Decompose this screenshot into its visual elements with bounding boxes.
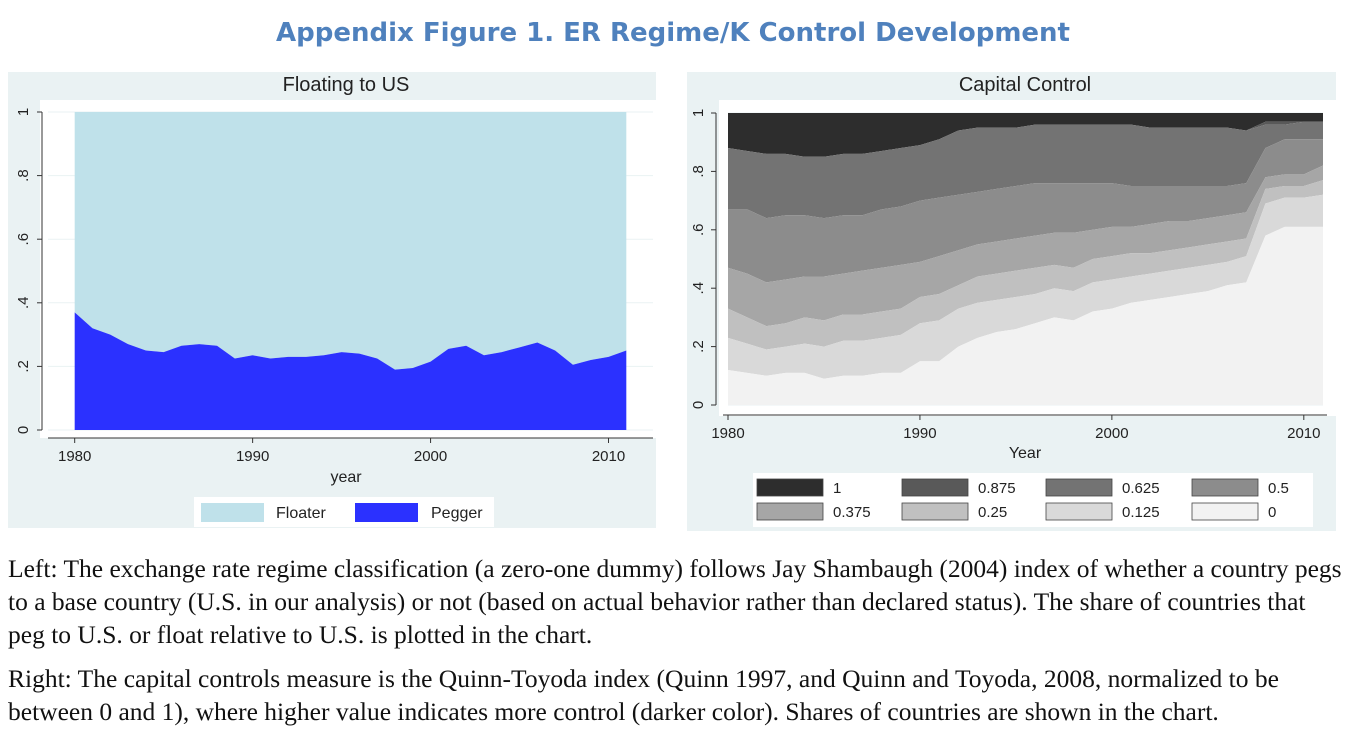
right-legend-swatch-0 [1191,502,1259,521]
left-x-axis-label: year [330,469,362,486]
right-legend-label-0-25: 0.25 [978,504,1007,521]
right-legend-swatch-0-625 [1045,478,1113,497]
left-x-tick-label: 1990 [236,448,269,465]
right-legend-swatch-0-125 [1045,502,1113,521]
band-0-125 [728,194,1323,379]
right-x-tick-label: 1990 [903,425,936,442]
left-y-tick-label: .6 [15,233,32,246]
right-x-axis-label: Year [1009,445,1042,462]
right-chart-title: Capital Control [959,74,1091,96]
right-y-tick-label: .2 [690,340,707,353]
left-x-tick-label: 1980 [58,448,91,465]
right-legend-label-0-875: 0.875 [978,480,1016,497]
right-y-tick-label: .6 [690,224,707,237]
floating-chart: Floating to US 0 .2 .4 .6 .8 1 1980 1990 2000 201… [8,72,656,528]
right-x-tick-label: 2000 [1095,425,1128,442]
right-x-tick-label: 2010 [1287,425,1320,442]
left-legend-swatch-pegger [355,503,418,522]
figure-title: Appendix Figure 1. ER Regime/K Control D… [276,18,1070,48]
left-y-tick-label: .2 [15,360,32,373]
band-0-25 [728,180,1323,350]
pegger-area [74,312,627,430]
left-y-tick-label: .8 [15,169,32,182]
right-legend-label-1: 1 [833,480,841,497]
band-0 [728,226,1323,405]
left-y-tick-label: .4 [15,297,32,310]
right-legend-label-0-5: 0.5 [1268,480,1289,497]
left-x-tick-label: 2000 [414,448,447,465]
left-legend-swatch-floater [201,503,264,522]
right-legend-label-0-375: 0.375 [833,504,871,521]
left-chart-title: Floating to US [283,74,410,96]
left-legend-label-floater: Floater [276,505,326,522]
right-legend-swatch-0-375 [756,502,824,521]
band-0-375 [728,165,1323,327]
band-1 [728,113,1323,157]
right-x-tick-label: 1980 [711,425,744,442]
right-chart-panel: Capital Control 0 .2 .4 .6 .8 1 1980 1990 2000 20… [687,72,1336,531]
right-y-tick-label: .4 [690,282,707,295]
right-legend-swatch-0-25 [901,502,969,521]
right-y-tick-label: 1 [690,109,707,117]
right-legend-label-0: 0 [1268,504,1276,521]
right-legend-swatch-1 [756,478,824,497]
caption-left: Left: The exchange rate regime classific… [8,554,1342,649]
right-legend-swatch-0-875 [901,478,969,497]
right-y-tick-label: 0 [690,401,707,409]
band-0-5 [728,139,1323,283]
left-chart-panel: Floating to US 0 .2 .4 .6 .8 1 1980 1990 2000 201… [8,72,656,528]
band-0-875 [728,121,1323,157]
left-legend-label-pegger: Pegger [431,505,483,522]
right-y-tick-label: .8 [690,165,707,178]
left-x-tick-label: 2010 [592,448,625,465]
right-legend-swatch-0-5 [1191,478,1259,497]
left-y-tick-label: 1 [15,108,32,116]
right-legend-label-0-125: 0.125 [1122,504,1160,521]
band-0-625 [728,121,1323,219]
right-legend-label-0-625: 0.625 [1122,480,1160,497]
left-y-tick-label: 0 [15,426,32,434]
caption-right: Right: The capital controls measure is t… [8,664,1279,726]
capital-control-chart: Capital Control 0 .2 .4 .6 .8 1 1980 1990 2000 20… [687,72,1336,531]
floater-area [74,112,627,370]
